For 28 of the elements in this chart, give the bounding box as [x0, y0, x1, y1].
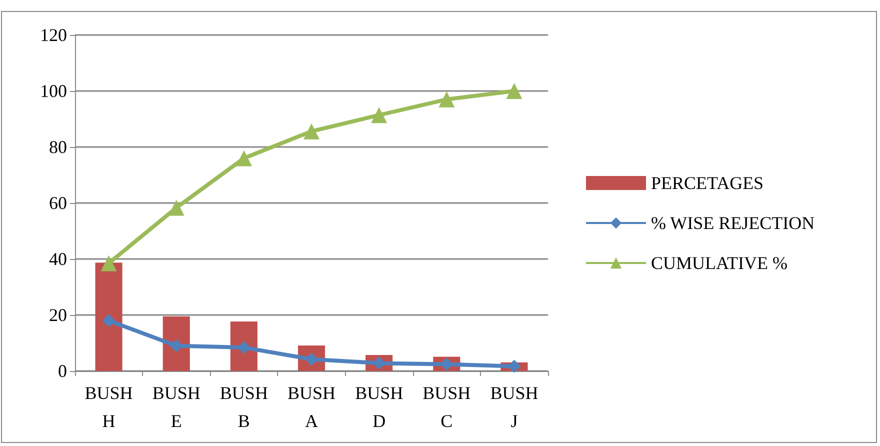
- x-tick-label: BUSH B: [220, 383, 268, 431]
- point: [170, 339, 183, 352]
- point: [304, 123, 320, 140]
- y-tick-label: 40: [49, 249, 67, 269]
- point: [168, 200, 184, 216]
- legend-label: CUMULATIVE %: [651, 253, 788, 273]
- point: [371, 107, 388, 124]
- y-tick-label: 0: [58, 361, 67, 381]
- x-tick-label: BUSH D: [355, 383, 404, 431]
- x-tick-label: BUSH J: [490, 383, 538, 431]
- y-tick-label: 100: [40, 81, 67, 101]
- y-tick-label: 20: [49, 305, 67, 325]
- point: [506, 83, 522, 99]
- y-tick-label: 60: [49, 193, 67, 213]
- legend-label: PERCETAGES: [651, 173, 764, 193]
- point: [236, 150, 252, 166]
- bar: [95, 262, 122, 371]
- y-tick-label: 120: [40, 25, 67, 45]
- x-tick-label: BUSH E: [152, 383, 200, 431]
- x-tick-label: BUSH C: [422, 383, 471, 431]
- point: [438, 91, 455, 108]
- point: [508, 360, 521, 373]
- point: [102, 314, 116, 328]
- x-tick-label: BUSH A: [287, 383, 336, 431]
- x-tick-label: BUSH H: [84, 383, 133, 431]
- point: [100, 255, 117, 272]
- y-tick-label: 80: [49, 137, 67, 157]
- legend-label: % WISE REJECTION: [651, 213, 815, 233]
